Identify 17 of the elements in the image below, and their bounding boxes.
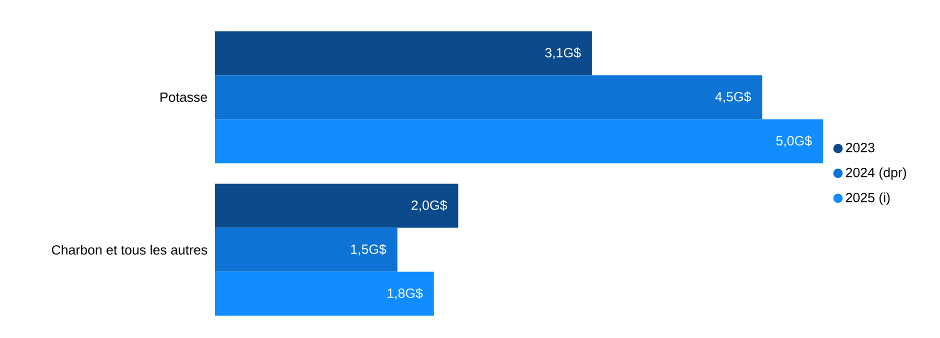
legend-label: 2023 (846, 142, 874, 152)
data-label: 4,5G$ (715, 91, 752, 104)
y-tick-label: Charbon et tous les autres (52, 244, 208, 255)
bar (215, 119, 823, 164)
bar (215, 184, 458, 228)
bar (215, 272, 434, 316)
bar (215, 75, 762, 120)
bar (215, 31, 592, 76)
bar (215, 228, 398, 272)
y-tick-label: Potasse (160, 92, 208, 102)
data-label: 5,0G$ (776, 135, 812, 148)
legend-label: 2024 (dpr) (846, 167, 906, 180)
data-label: 1,8G$ (388, 288, 423, 300)
data-label: 3,1G$ (545, 47, 581, 60)
legend-label: 2025 (i) (846, 192, 890, 205)
data-label: 2,0G$ (412, 200, 448, 212)
data-label: 1,5G$ (351, 244, 386, 256)
